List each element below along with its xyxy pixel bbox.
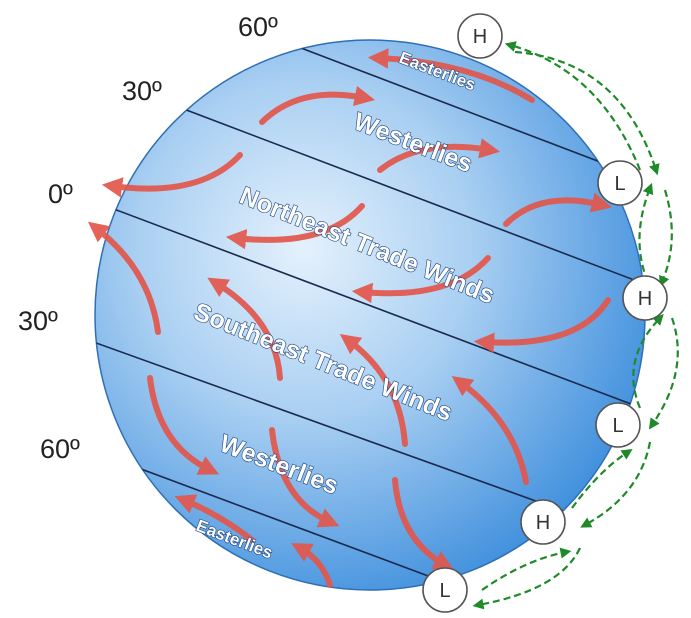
svg-text:H: H — [638, 288, 652, 310]
pressure-markers: H L H L H L — [422, 13, 668, 613]
latitude-label-south-60: 60º — [40, 434, 80, 464]
circulation-arrow-2 — [514, 50, 660, 176]
latitude-label-north-60: 60º — [238, 12, 278, 42]
circulation-arrow-6 — [632, 314, 664, 409]
latitude-line-equator — [95, 199, 645, 431]
wind-arrow-polar-easterly-north — [367, 48, 535, 103]
svg-text:L: L — [439, 580, 450, 602]
circulation-arrow-1 — [504, 41, 642, 171]
wind-arrow-westerly-south-1 — [147, 375, 220, 475]
wind-arrow-trade-south-3 — [339, 333, 408, 447]
wind-arrow-westerly-north-2 — [377, 138, 501, 173]
wind-arrow-polar-easterly-south-2 — [291, 543, 333, 588]
svg-text:H: H — [473, 26, 487, 48]
circulation-arrow-7 — [580, 441, 652, 528]
svg-text:L: L — [614, 173, 625, 195]
latitude-label-equator: 0º — [48, 179, 73, 209]
pressure-marker-low-30n: L — [597, 160, 643, 206]
latitude-line-north-30 — [159, 99, 645, 306]
svg-text:H: H — [536, 512, 550, 534]
pressure-marker-high-60n: H — [457, 13, 503, 59]
wind-arrow-trade-north-1 — [101, 152, 243, 198]
circulation-arrow-4 — [638, 182, 654, 283]
wind-arrow-polar-easterly-south — [174, 494, 255, 543]
wind-arrow-trade-south-2 — [207, 277, 283, 381]
wind-arrow-westerly-north-3 — [503, 192, 612, 227]
latitude-label-south-30: 30º — [18, 306, 58, 336]
pressure-marker-low-pole: L — [422, 567, 468, 613]
circulation-arrow-3 — [659, 189, 673, 288]
circulation-arrows — [472, 41, 679, 610]
globe-disk — [95, 40, 645, 590]
circulation-arrow-9 — [472, 547, 581, 610]
wind-arrow-trade-south-4 — [451, 375, 529, 485]
surface-wind-arrows — [87, 48, 612, 588]
pressure-marker-high-equator: H — [622, 275, 668, 321]
circulation-arrow-10 — [481, 547, 572, 591]
wind-arrow-trade-north-3 — [351, 255, 491, 304]
latitude-label-north-30: 30º — [122, 76, 162, 106]
pressure-marker-low-30s: L — [595, 402, 641, 448]
wind-arrow-westerly-north-1 — [259, 86, 376, 125]
latitude-labels: 60º 30º 0º 30º 60º — [18, 12, 278, 464]
wind-arrow-westerly-south-3 — [392, 477, 454, 570]
wind-arrow-trade-north-2 — [225, 203, 365, 250]
circulation-arrow-5 — [648, 317, 679, 430]
wind-arrow-trade-south-1 — [87, 221, 161, 335]
wind-arrow-westerly-south-2 — [269, 427, 340, 528]
latitude-line-south-60 — [95, 449, 601, 590]
svg-text:L: L — [612, 415, 623, 437]
wind-arrow-trade-north-4 — [473, 297, 611, 353]
pressure-marker-high-60s: H — [520, 499, 566, 545]
